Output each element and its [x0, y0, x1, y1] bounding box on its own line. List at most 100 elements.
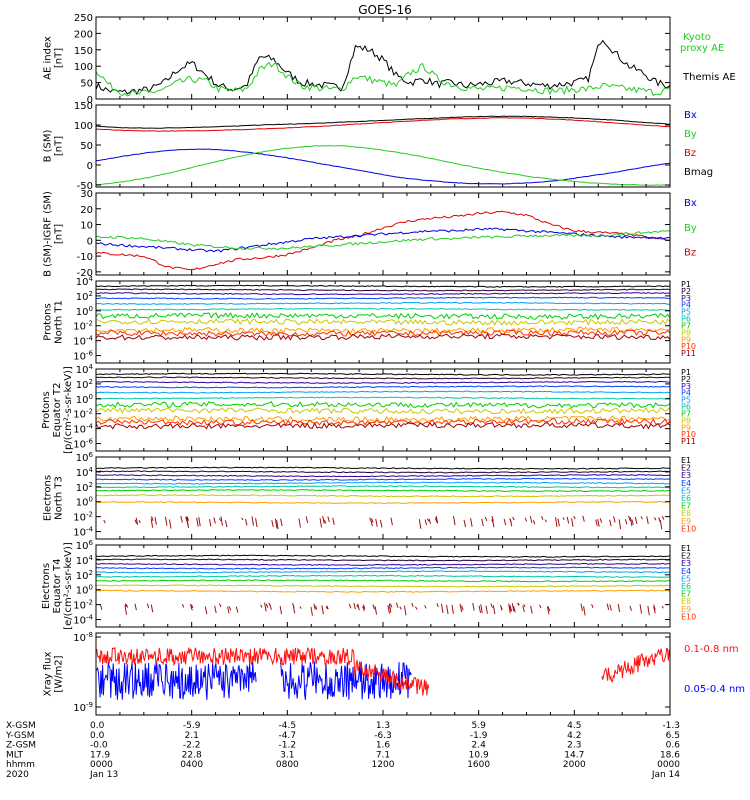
channel-label-p11: P11: [681, 437, 696, 446]
series-pn-p9: [95, 326, 670, 335]
dash-mark: [557, 518, 560, 527]
y-axis-label: Equator T4: [52, 559, 63, 614]
tick-exponent: 0: [89, 393, 93, 401]
x-cell: 2000: [563, 760, 586, 770]
dash-mark: [264, 602, 267, 612]
dash-mark: [241, 517, 244, 521]
dash-mark: [387, 605, 390, 614]
dash-mark: [403, 605, 407, 616]
tick-base: 10: [73, 601, 86, 612]
dash-mark: [260, 604, 263, 608]
dash-mark: [491, 516, 494, 521]
dash-mark: [583, 606, 586, 616]
dash-mark: [539, 604, 542, 609]
dash-mark: [582, 515, 585, 522]
y-tick-label: 0: [87, 95, 93, 106]
y-tick-label: -50: [77, 181, 93, 192]
channel-label-e3: E3: [681, 559, 691, 568]
tick-exponent: -6: [86, 438, 94, 446]
y-axis-label: B (SM): [43, 129, 54, 162]
x-cell: 1.3: [376, 721, 390, 731]
y-axis-label: Xray flux: [43, 652, 54, 697]
xray-blue-segment: [95, 661, 257, 700]
series-pn-p11: [95, 332, 671, 341]
dash-mark: [599, 518, 603, 523]
dash-mark: [513, 606, 516, 613]
dash-mark: [571, 518, 574, 527]
tick-base: 10: [73, 337, 86, 348]
dash-mark: [388, 603, 392, 613]
dash-mark: [646, 516, 649, 525]
dash-mark: [138, 519, 141, 524]
dash-mark: [418, 519, 422, 529]
dash-mark: [512, 516, 515, 521]
series-pe-p7: [95, 400, 671, 409]
dash-mark: [639, 604, 643, 614]
dash-mark: [609, 604, 612, 611]
series-bigrf-by: [95, 230, 671, 250]
dash-mark: [235, 606, 239, 613]
dash-mark: [508, 603, 511, 614]
series-pe-p10: [95, 417, 671, 427]
dash-mark: [271, 520, 274, 528]
legend-proxy-ae: proxy AE: [680, 43, 724, 54]
y-axis-label: [p/(cm²-s-sr-keV)]: [63, 366, 74, 454]
dash-mark: [411, 602, 414, 608]
tick-base: 10: [76, 395, 89, 406]
legend-bx: Bx: [684, 110, 697, 121]
dash-mark: [463, 519, 467, 528]
dash-mark: [134, 603, 137, 611]
tick-exponent: -6: [86, 350, 94, 358]
x-axis-table: X-GSMY-GSMZ-GSMMLThhmm20200.00.0-0.017.9…: [5, 721, 680, 780]
dash-mark: [219, 603, 222, 608]
dash-mark: [629, 605, 632, 611]
tick-exponent: 2: [89, 569, 93, 577]
y-tick-label: 10-9: [73, 701, 93, 714]
series-pn-p10: [95, 329, 671, 337]
y-axis-label: Protons: [41, 391, 52, 428]
dash-mark: [168, 519, 172, 529]
x-cell: -5.9: [183, 721, 201, 731]
dash-mark: [659, 519, 663, 530]
tick-exponent: 4: [89, 275, 94, 283]
channel-label-p11: P11: [681, 349, 696, 358]
dash-mark: [99, 604, 103, 611]
dash-mark: [146, 603, 150, 609]
legend-xray-long: 0.1-0.8 nm: [684, 644, 739, 655]
channel-label-e9: E9: [681, 517, 691, 526]
channel-label-e5: E5: [681, 486, 691, 495]
y-tick-label: 106: [76, 451, 94, 464]
tick-exponent: 2: [89, 378, 93, 386]
dash-mark: [562, 517, 565, 520]
channel-label-e8: E8: [681, 509, 691, 518]
series-pe-p5: [95, 390, 671, 394]
series-ee-e4: [95, 566, 671, 570]
y-tick-label: 100: [76, 305, 93, 318]
channel-label-p6: P6: [681, 315, 691, 324]
dash-mark: [415, 606, 418, 610]
channel-label-e1: E1: [681, 456, 691, 465]
y-tick-label: 104: [76, 275, 94, 288]
series-pe-p3: [95, 380, 671, 384]
dash-mark: [323, 519, 327, 524]
channel-label-e2: E2: [681, 552, 691, 561]
x-cell: -2.2: [183, 741, 201, 751]
tick-exponent: -8: [86, 631, 93, 639]
dash-mark: [319, 518, 323, 528]
series-pn-p4: [96, 296, 671, 300]
dash-mark: [517, 602, 520, 606]
x-cell: 4.2: [567, 731, 581, 741]
dash-mark: [279, 605, 283, 615]
channel-label-e7: E7: [681, 502, 691, 511]
y-tick-label: 20: [80, 205, 93, 216]
dash-mark: [609, 519, 612, 527]
dash-mark: [580, 603, 583, 612]
dash-mark: [389, 603, 393, 608]
channel-label-e5: E5: [681, 574, 691, 583]
dash-mark: [426, 518, 430, 522]
dash-mark: [276, 520, 279, 530]
y-tick-label: 250: [74, 13, 93, 24]
